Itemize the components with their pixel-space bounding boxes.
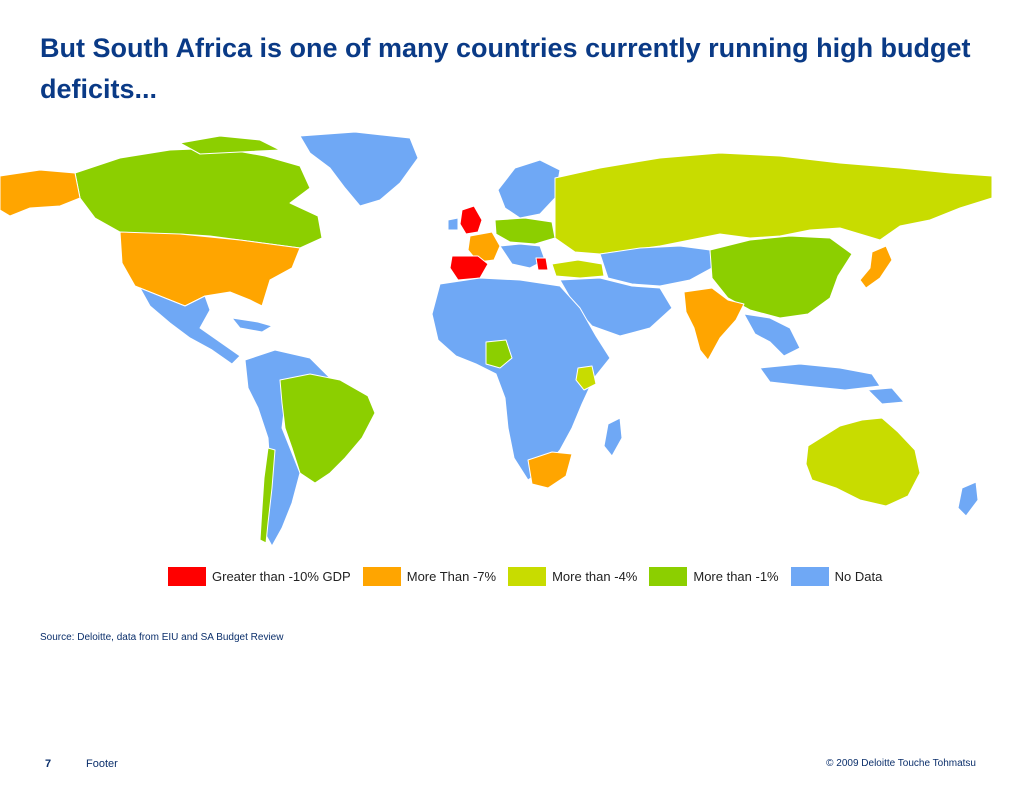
page-number: 7 <box>45 758 52 770</box>
region-china <box>709 235 853 319</box>
region-japan <box>859 245 893 289</box>
region-australia <box>805 417 921 507</box>
legend-item: Greater than -10% GDP <box>168 566 363 586</box>
legend-label: More than -4% <box>552 568 638 584</box>
legend-item: More than -1% <box>649 566 790 586</box>
region-chile <box>259 447 276 544</box>
copyright: © 2009 Deloitte Touche Tohmatsu <box>826 758 976 769</box>
legend-label: No Data <box>834 568 883 584</box>
region-greece <box>535 257 549 271</box>
region-canada <box>74 147 323 249</box>
world-map <box>0 128 1000 550</box>
legend-item: More Than -7% <box>362 566 508 586</box>
region-central-europe <box>494 217 556 245</box>
legend-item: More than -4% <box>508 566 649 586</box>
map-legend: Greater than -10% GDP More Than -7% More… <box>168 566 894 586</box>
legend-swatch-green <box>649 566 688 586</box>
legend-item: No Data <box>790 566 895 586</box>
world-map-svg <box>0 131 993 547</box>
region-turkey <box>551 259 605 279</box>
region-indonesia <box>759 363 881 391</box>
region-spain <box>449 255 489 281</box>
region-alaska <box>0 169 81 217</box>
region-papua-new-guinea <box>867 387 905 405</box>
region-nigeria <box>485 339 513 369</box>
region-scandinavia <box>497 159 561 219</box>
legend-label: More than -1% <box>693 568 779 584</box>
region-united-kingdom <box>459 205 483 235</box>
region-india <box>683 287 745 361</box>
region-france <box>467 231 501 263</box>
legend-swatch-yellow-green <box>508 566 547 586</box>
region-central-america <box>139 287 241 365</box>
region-greenland <box>299 131 419 207</box>
region-arctic-islands <box>179 135 281 155</box>
slide-title: But South Africa is one of many countrie… <box>40 33 971 104</box>
legend-swatch-blue <box>790 566 829 586</box>
region-madagascar <box>603 417 623 457</box>
region-central-asia <box>599 245 713 287</box>
legend-label: More Than -7% <box>406 568 497 584</box>
legend-swatch-red <box>168 566 206 586</box>
region-kenya <box>575 365 597 391</box>
region-southeast-asia <box>743 313 801 357</box>
source-note: Source: Deloitte, data from EIU and SA B… <box>40 632 284 643</box>
region-caribbean <box>231 317 273 333</box>
region-south-africa <box>527 451 573 489</box>
footer-text: Footer <box>86 758 118 770</box>
region-new-zealand <box>957 481 979 517</box>
legend-label: Greater than -10% GDP <box>212 568 351 584</box>
region-brazil <box>279 373 376 484</box>
legend-swatch-orange <box>362 566 401 586</box>
region-ireland <box>447 217 459 231</box>
